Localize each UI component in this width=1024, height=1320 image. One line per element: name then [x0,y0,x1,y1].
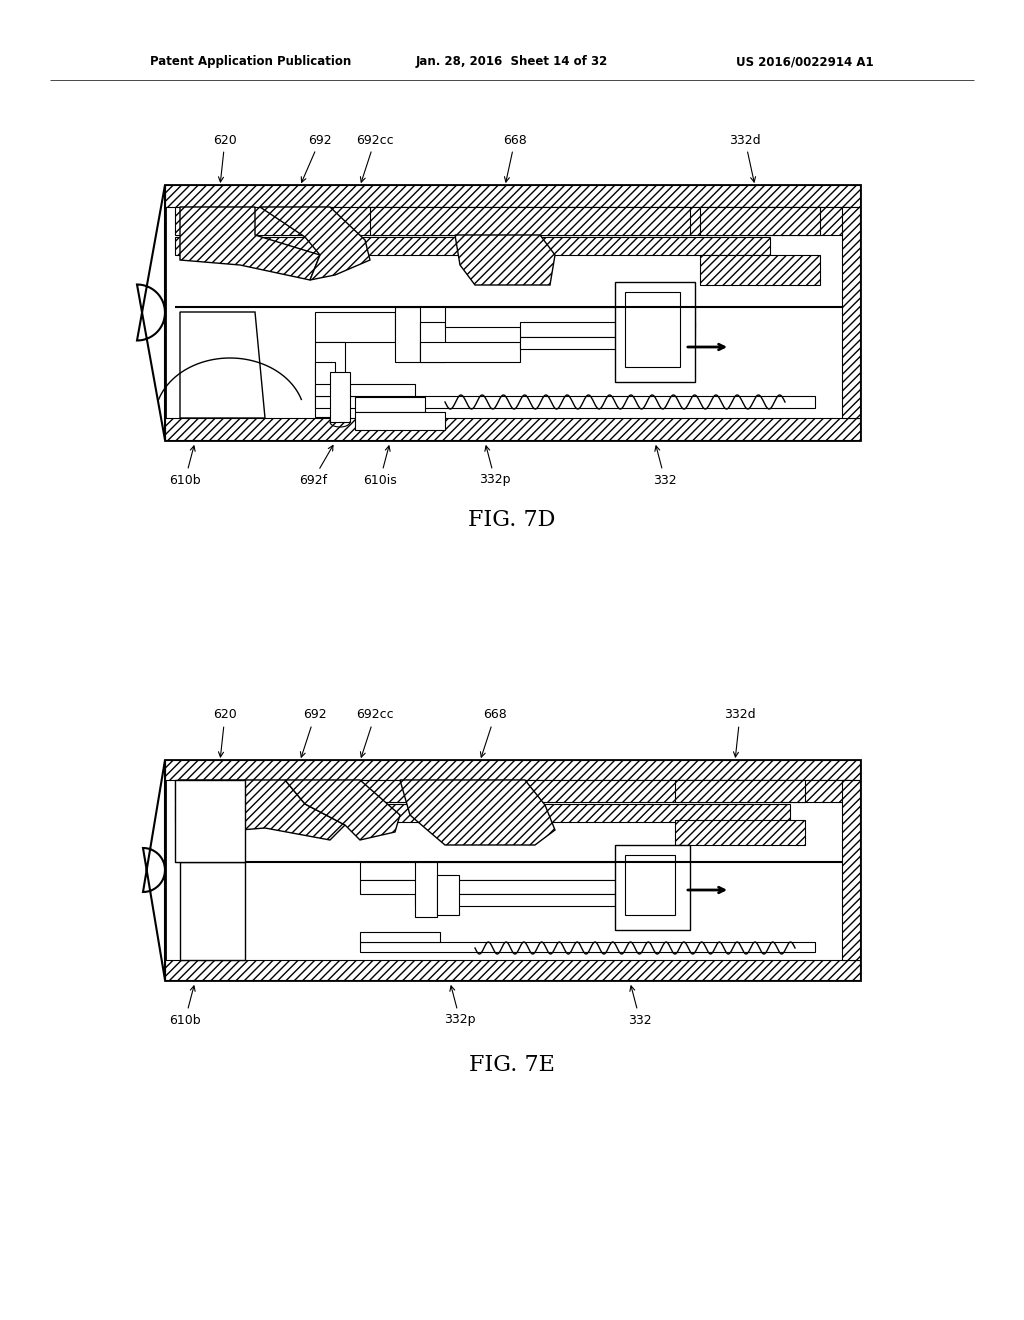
Bar [175,780,850,803]
Bar [175,207,850,235]
Text: 692cc: 692cc [356,709,394,758]
Text: 668: 668 [503,133,527,182]
Polygon shape [400,780,555,845]
Text: 332d: 332d [729,133,761,182]
Text: 692: 692 [301,133,332,182]
Text: 668: 668 [480,709,507,758]
Bar [315,342,345,381]
Bar [415,894,650,906]
Bar [165,960,860,979]
Polygon shape [143,760,165,979]
Bar [675,780,805,803]
Text: 610b: 610b [169,986,201,1027]
Bar [175,238,770,255]
Bar [330,372,350,422]
Polygon shape [180,862,245,960]
Bar [395,308,420,362]
Bar [165,418,860,440]
Text: FIG. 7E: FIG. 7E [469,1053,555,1076]
Bar [437,875,459,915]
Text: 332: 332 [653,446,677,487]
Bar [315,362,335,417]
Text: 332: 332 [628,986,652,1027]
Bar [360,880,650,894]
Bar [520,337,650,348]
Bar [615,845,690,931]
Text: Patent Application Publication: Patent Application Publication [150,55,351,69]
Text: US 2016/0022914 A1: US 2016/0022914 A1 [736,55,874,69]
Bar [355,397,425,412]
Text: FIG. 7D: FIG. 7D [468,510,556,531]
Polygon shape [260,207,370,280]
Bar [315,384,415,396]
Text: Jan. 28, 2016  Sheet 14 of 32: Jan. 28, 2016 Sheet 14 of 32 [416,55,608,69]
Bar [700,255,820,285]
Bar [175,804,790,822]
Polygon shape [180,207,319,280]
Bar [355,412,445,430]
Bar [625,855,675,915]
Bar [842,780,860,960]
Bar [360,932,440,942]
Text: 610b: 610b [169,446,201,487]
Bar [675,820,805,845]
Bar [520,322,695,337]
Polygon shape [285,780,400,840]
Text: 692: 692 [300,709,327,758]
Text: 620: 620 [213,133,237,182]
Polygon shape [180,312,265,418]
Text: 692cc: 692cc [356,133,394,182]
Polygon shape [137,185,165,440]
Bar [420,322,445,362]
Polygon shape [455,235,555,285]
Text: 332p: 332p [444,986,476,1027]
Text: 332p: 332p [479,446,511,487]
Bar [700,207,820,235]
Text: 332d: 332d [724,709,756,756]
Bar [842,207,860,418]
Bar [315,312,395,342]
Text: 692f: 692f [299,445,333,487]
Polygon shape [175,780,245,862]
Bar [165,760,860,780]
Bar [165,185,860,440]
Bar [360,942,815,952]
Text: 610is: 610is [364,446,397,487]
Bar [625,292,680,367]
Bar [370,207,690,235]
Bar [415,862,437,917]
Text: 620: 620 [213,709,237,756]
Bar [615,282,695,381]
Bar [165,185,860,207]
Bar [315,396,815,408]
Bar [420,342,520,362]
Bar [165,760,860,979]
Bar [445,308,695,327]
Bar [360,862,650,880]
Polygon shape [180,780,345,840]
